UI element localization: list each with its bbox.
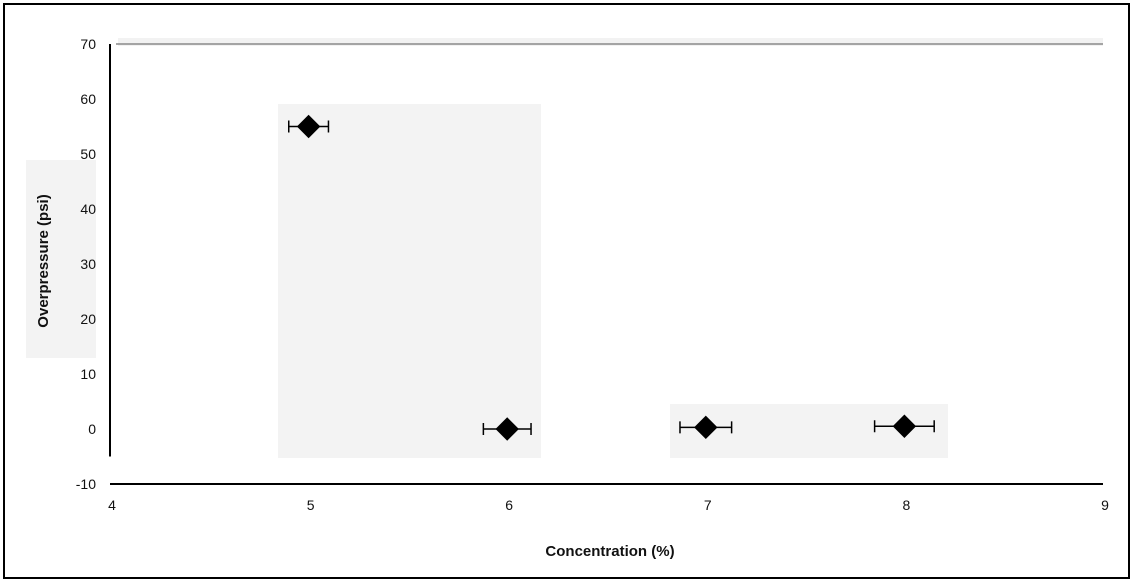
data-point	[495, 417, 519, 441]
data-points	[296, 114, 917, 441]
x-tick-label: 6	[505, 497, 513, 513]
shading-band	[118, 38, 1103, 46]
y-axis-title: Overpressure (psi)	[35, 194, 52, 327]
shading-band	[26, 160, 96, 358]
x-tick-label: 4	[108, 497, 116, 513]
x-axis-title: Concentration (%)	[545, 543, 674, 560]
y-tick-label: 0	[88, 421, 96, 437]
data-point	[892, 414, 917, 438]
data-point	[296, 114, 321, 139]
x-tick-labels: 4 5 6 7 8 9	[108, 497, 1109, 513]
y-tick-label: 50	[80, 146, 96, 162]
y-tick-label: 30	[80, 256, 96, 272]
y-tick-label: 70	[80, 36, 96, 52]
x-tick-label: 8	[903, 497, 911, 513]
x-tick-label: 5	[307, 497, 315, 513]
y-tick-label: -10	[76, 476, 96, 492]
y-tick-label: 40	[80, 201, 96, 217]
data-point	[694, 415, 718, 440]
axes	[109, 44, 1103, 485]
y-tick-label: 20	[80, 311, 96, 327]
y-tick-labels: 70 60 50 40 30 20 10 0 -10	[76, 36, 96, 492]
shading-band	[278, 104, 541, 458]
x-tick-label: 7	[704, 497, 712, 513]
y-tick-label: 60	[80, 91, 96, 107]
y-tick-label: 10	[80, 366, 96, 382]
x-tick-label: 9	[1101, 497, 1109, 513]
